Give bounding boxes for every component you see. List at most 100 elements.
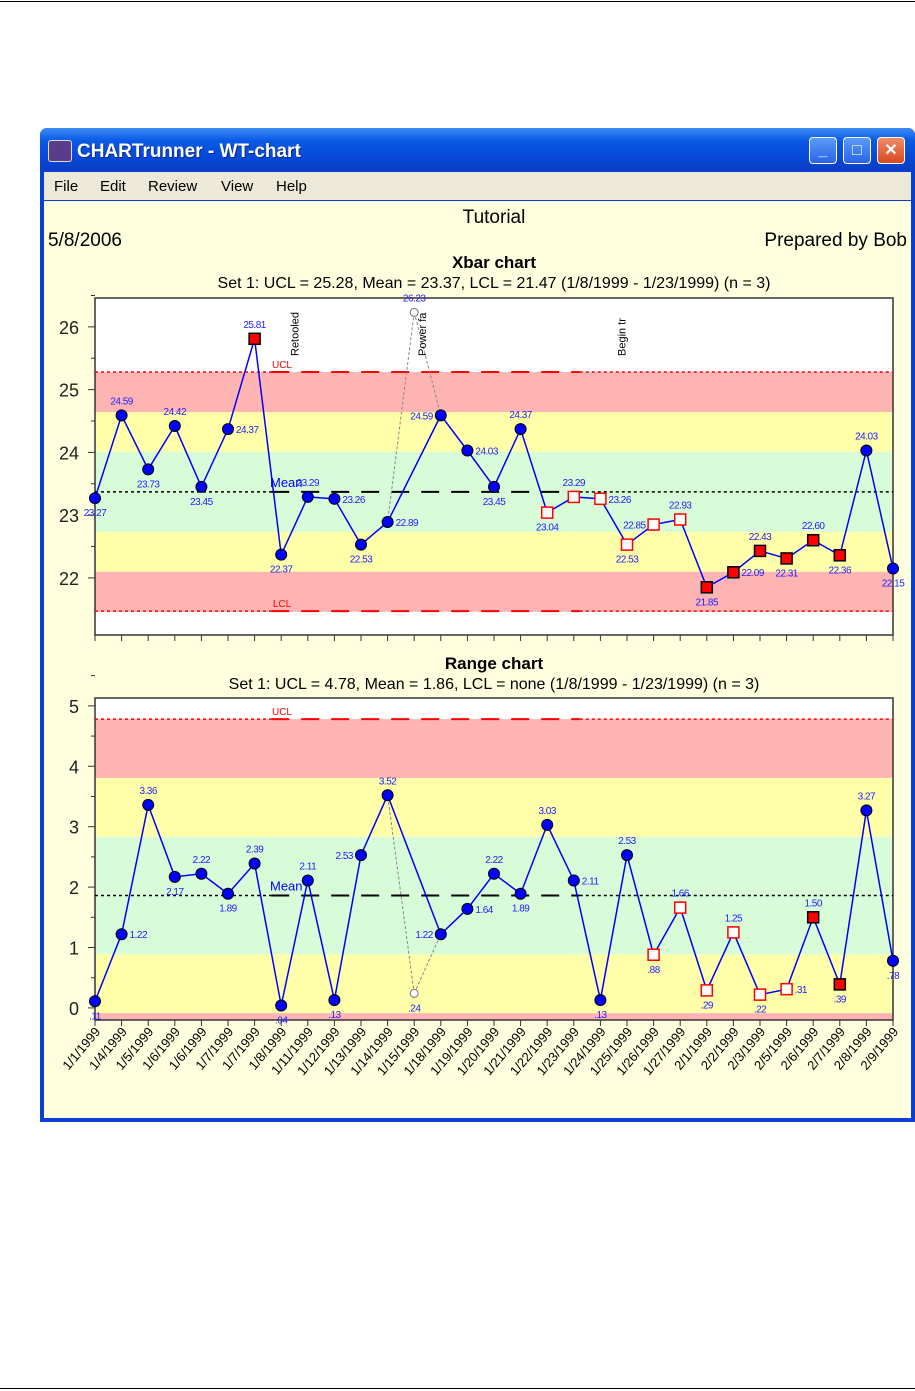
point-label: 22.43 xyxy=(749,532,772,543)
range-chart-title: Range chart xyxy=(444,654,544,673)
point-label: .13 xyxy=(328,1010,341,1021)
point-label: 22.93 xyxy=(669,501,692,512)
point-label: 3.03 xyxy=(538,806,556,817)
point-label: .78 xyxy=(887,971,900,982)
data-point xyxy=(887,562,899,575)
data-point xyxy=(168,870,181,883)
point-label: 2.11 xyxy=(582,876,600,887)
point-label: 22.37 xyxy=(270,565,293,576)
point-label: 23.29 xyxy=(563,478,586,489)
point-label: 1.22 xyxy=(130,930,148,941)
close-button[interactable]: ✕ xyxy=(877,137,905,164)
out-of-control-point xyxy=(700,581,714,594)
flagged-point xyxy=(673,901,687,914)
point-label: .31 xyxy=(795,985,808,996)
data-point xyxy=(461,444,474,457)
out-of-control-point xyxy=(806,911,820,924)
y-tick-label: 25 xyxy=(59,381,79,401)
y-tick-label: 3 xyxy=(69,818,79,838)
out-of-control-point xyxy=(833,549,847,562)
point-label: .13 xyxy=(594,1010,607,1021)
data-point xyxy=(434,409,447,422)
ucl-label: UCL xyxy=(272,707,292,718)
point-label: 22.89 xyxy=(396,518,419,529)
excluded-point xyxy=(409,988,419,998)
menu-edit[interactable]: Edit xyxy=(100,178,126,195)
data-point xyxy=(381,789,394,802)
point-label: 1.89 xyxy=(512,904,530,915)
menu-help[interactable]: Help xyxy=(276,178,307,195)
point-label: 2.53 xyxy=(618,836,636,847)
point-label: 23.45 xyxy=(483,497,506,508)
point-label: 3.52 xyxy=(379,776,397,787)
zone-band xyxy=(95,531,893,572)
annotation-label: Power fa xyxy=(417,312,429,356)
data-point xyxy=(887,954,899,967)
zone-band xyxy=(95,372,893,413)
flagged-point xyxy=(753,988,767,1001)
data-point xyxy=(594,994,607,1007)
zone-band xyxy=(95,491,893,532)
data-point xyxy=(222,423,234,436)
minimize-icon: _ xyxy=(818,142,828,159)
data-point xyxy=(142,798,155,811)
point-label: 22.60 xyxy=(802,521,825,532)
annotation-label: Begin tr xyxy=(617,318,629,356)
minimize-button[interactable]: _ xyxy=(809,137,837,164)
mean-label: Mean xyxy=(270,879,303,894)
flagged-point xyxy=(647,948,660,962)
data-point xyxy=(195,867,208,880)
point-label: 1.25 xyxy=(725,913,743,924)
menu-file[interactable]: File xyxy=(54,178,79,195)
data-point xyxy=(541,818,554,831)
app-icon xyxy=(48,140,72,162)
y-tick-label: 24 xyxy=(59,443,79,463)
maximize-button[interactable]: □ xyxy=(843,137,871,164)
menu-review[interactable]: Review xyxy=(148,178,198,195)
data-point xyxy=(860,804,873,817)
y-tick-label: 26 xyxy=(59,318,79,338)
data-point xyxy=(195,480,208,493)
page-bottom-rule xyxy=(0,1388,915,1389)
y-tick-label: 22 xyxy=(59,569,79,589)
point-label: 24.03 xyxy=(855,431,878,442)
page-top-rule xyxy=(0,1,915,2)
data-point xyxy=(89,492,101,505)
zone-band xyxy=(95,777,893,837)
ucl-label: UCL xyxy=(272,360,292,371)
excluded-connector xyxy=(413,934,442,994)
y-tick-label: 1 xyxy=(69,939,79,959)
data-point xyxy=(248,857,261,870)
data-point xyxy=(514,887,527,900)
data-point xyxy=(275,999,288,1012)
data-point xyxy=(434,928,447,941)
data-point xyxy=(355,849,367,862)
point-label: 23.26 xyxy=(342,495,365,506)
point-label: 22.31 xyxy=(775,568,798,579)
data-point xyxy=(860,444,873,457)
zone-band xyxy=(95,1013,893,1020)
flagged-point xyxy=(594,492,607,506)
y-tick-label: 4 xyxy=(69,757,79,777)
point-label: 2.39 xyxy=(246,845,264,856)
point-label: 21.85 xyxy=(696,597,719,608)
data-point xyxy=(355,538,367,551)
point-label: 23.45 xyxy=(190,497,213,508)
report-title: Tutorial xyxy=(462,207,526,228)
title-bar[interactable]: CHARTrunner - WT-chart _ □ ✕ xyxy=(40,128,915,170)
window-title: CHARTrunner - WT-chart xyxy=(77,141,301,162)
xbar-chart-subtitle: Set 1: UCL = 25.28, Mean = 23.37, LCL = … xyxy=(217,275,771,292)
point-label: 22.85 xyxy=(623,521,646,532)
menu-bar: File Edit Review View Help xyxy=(44,172,911,200)
data-point xyxy=(115,409,128,422)
point-label: 22.53 xyxy=(350,555,373,566)
point-label: 2.22 xyxy=(485,855,503,866)
data-point xyxy=(222,887,234,900)
excluded-connector xyxy=(413,312,442,416)
y-tick-label: 2 xyxy=(69,878,79,898)
flagged-point xyxy=(727,926,740,939)
flagged-point xyxy=(540,506,554,519)
menu-view[interactable]: View xyxy=(221,178,254,195)
data-point xyxy=(461,902,474,915)
out-of-control-point xyxy=(727,565,740,579)
